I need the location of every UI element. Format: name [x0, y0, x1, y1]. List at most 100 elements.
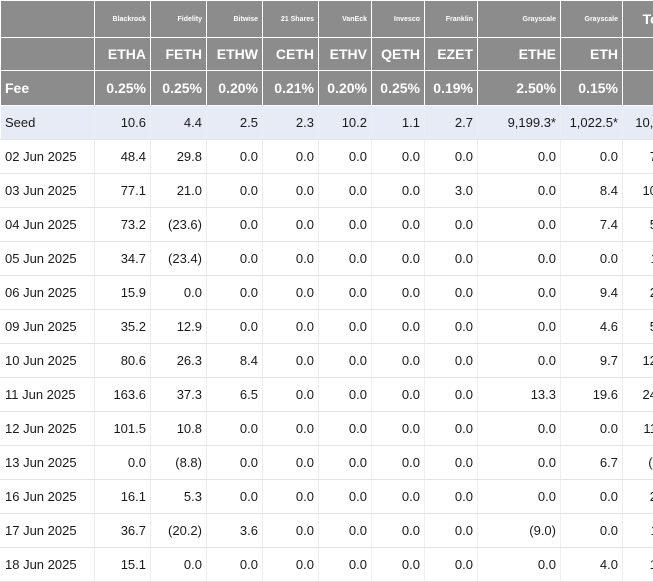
ticker-header: ETHA	[95, 38, 151, 71]
issuer-header: Blackrock	[95, 1, 151, 38]
fee-cell: 0.25%	[95, 71, 151, 106]
flow-cell: 0.0	[561, 412, 623, 446]
flow-cell: 48.4	[95, 140, 151, 174]
flow-cell: 0.0	[207, 174, 263, 208]
flow-cell: 10.6	[95, 106, 151, 140]
flow-cell: 0.0	[263, 412, 319, 446]
row-total: 78.2	[623, 140, 653, 174]
flow-cell: 0.0	[263, 378, 319, 412]
flow-cell: 0.0	[372, 276, 425, 310]
flow-cell: 0.0	[319, 514, 372, 548]
fee-cell: 0.25%	[151, 71, 207, 106]
flow-cell: 0.0	[372, 446, 425, 480]
ticker-header: FETH	[151, 38, 207, 71]
flow-cell: 0.0	[372, 174, 425, 208]
issuer-header: Grayscale	[561, 1, 623, 38]
row-total: 240.3	[623, 378, 653, 412]
flow-cell: 0.0	[561, 480, 623, 514]
fee-label: Fee	[1, 71, 95, 106]
flow-cell: 9.4	[561, 276, 623, 310]
flow-cell: 0.0	[263, 276, 319, 310]
fee-cell: 0.20%	[207, 71, 263, 106]
row-total: 109.5	[623, 174, 653, 208]
flow-cell: 0.0	[263, 208, 319, 242]
flow-cell: 0.0	[207, 480, 263, 514]
flow-cell: 0.0	[372, 514, 425, 548]
flow-cell: 2.3	[263, 106, 319, 140]
flow-cell: 0.0	[319, 412, 372, 446]
corner-cell	[1, 38, 95, 71]
flow-cell: 0.0	[207, 412, 263, 446]
row-date: 02 Jun 2025	[1, 140, 95, 174]
flow-cell: 101.5	[95, 412, 151, 446]
flow-cell: (23.4)	[151, 242, 207, 276]
flow-cell: 7.4	[561, 208, 623, 242]
row-date: 05 Jun 2025	[1, 242, 95, 276]
fee-row: Fee 0.25% 0.25% 0.20% 0.21% 0.20% 0.25% …	[1, 71, 653, 106]
row-date: 04 Jun 2025	[1, 208, 95, 242]
flow-cell: 0.0	[263, 446, 319, 480]
flow-cell: 0.0	[425, 140, 478, 174]
flow-cell: 0.0	[263, 514, 319, 548]
row-date: 17 Jun 2025	[1, 514, 95, 548]
flow-cell: 0.0	[372, 412, 425, 446]
flow-cell: 21.0	[151, 174, 207, 208]
row-date: 09 Jun 2025	[1, 310, 95, 344]
flow-cell: 163.6	[95, 378, 151, 412]
flow-cell: 35.2	[95, 310, 151, 344]
flow-cell: 0.0	[478, 480, 561, 514]
flow-cell: 0.0	[425, 480, 478, 514]
row-total: 10,255	[623, 106, 653, 140]
flow-cell: 0.0	[319, 548, 372, 582]
flow-cell: 36.7	[95, 514, 151, 548]
row-total: 11.1	[623, 514, 653, 548]
flow-cell: 0.0	[207, 310, 263, 344]
flow-cell: 73.2	[95, 208, 151, 242]
flow-cell: 15.1	[95, 548, 151, 582]
total-header: Total	[623, 1, 653, 38]
flow-cell: (8.8)	[151, 446, 207, 480]
flow-cell: 0.0	[372, 378, 425, 412]
flow-cell: 2.7	[425, 106, 478, 140]
ticker-header: EZET	[425, 38, 478, 71]
flow-cell: 0.0	[372, 310, 425, 344]
flow-cell: 0.0	[207, 208, 263, 242]
ticker-header: ETH	[561, 38, 623, 71]
row-total: 52.7	[623, 310, 653, 344]
flow-cell: 77.1	[95, 174, 151, 208]
flow-cell: 0.0	[425, 208, 478, 242]
flow-cell: 0.0	[561, 514, 623, 548]
flow-cell: 8.4	[207, 344, 263, 378]
fee-total-blank	[623, 71, 653, 106]
row-date: 10 Jun 2025	[1, 344, 95, 378]
flow-cell: 0.0	[151, 548, 207, 582]
flow-cell: 6.5	[207, 378, 263, 412]
flow-cell: 3.0	[425, 174, 478, 208]
row-date: 16 Jun 2025	[1, 480, 95, 514]
ticker-header: CETH	[263, 38, 319, 71]
flow-cell: 6.7	[561, 446, 623, 480]
fee-cell: 0.15%	[561, 71, 623, 106]
table-row: 06 Jun 202515.90.00.00.00.00.00.00.09.42…	[1, 276, 653, 310]
flow-cell: 29.8	[151, 140, 207, 174]
flow-cell: 0.0	[207, 548, 263, 582]
row-date: 11 Jun 2025	[1, 378, 95, 412]
issuer-header: VanEck	[319, 1, 372, 38]
flow-cell: 0.0	[263, 174, 319, 208]
flow-cell: 0.0	[372, 548, 425, 582]
flow-cell: 1,022.5*	[561, 106, 623, 140]
flow-cell: 0.0	[425, 514, 478, 548]
table-row: 18 Jun 202515.10.00.00.00.00.00.00.04.01…	[1, 548, 653, 582]
flow-cell: 19.6	[561, 378, 623, 412]
flow-cell: 3.6	[207, 514, 263, 548]
flow-cell: 0.0	[478, 208, 561, 242]
row-total: 57.0	[623, 208, 653, 242]
issuer-header-row: Blackrock Fidelity Bitwise 21 Shares Van…	[1, 1, 653, 38]
